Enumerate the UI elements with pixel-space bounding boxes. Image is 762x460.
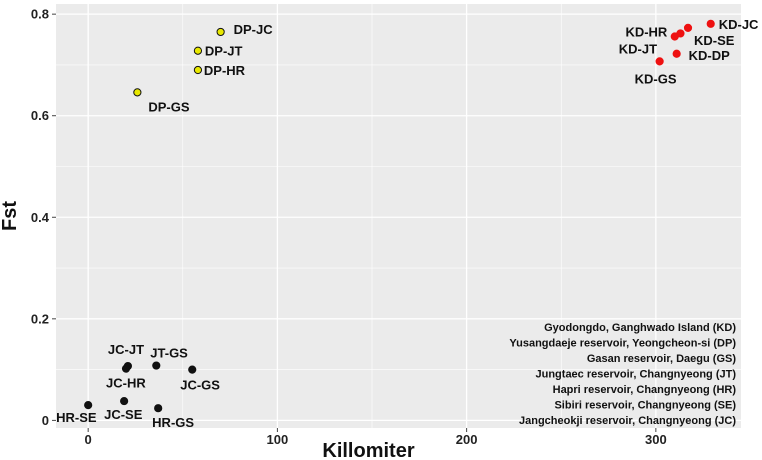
point-dp-jt	[193, 46, 203, 55]
y-tick-label: 0	[42, 413, 49, 428]
x-tick-label: 200	[456, 432, 478, 447]
x-axis-title: Killomiter	[322, 440, 414, 460]
y-tick-label: 0.6	[31, 108, 49, 123]
y-tick-label: 0.4	[31, 210, 50, 225]
label-hr-gs: HR-GS	[152, 415, 194, 430]
label-jc-hr: JC-HR	[106, 376, 146, 391]
label-kd-jc: KD-JC	[719, 17, 759, 32]
legend-line: Gyodongdo, Ganghwado Island (KD)	[544, 322, 736, 334]
point-hr-se	[84, 401, 93, 410]
label-dp-hr: DP-HR	[204, 63, 246, 78]
label-dp-jc: DP-JC	[234, 22, 274, 37]
point-hr-gs	[154, 404, 163, 413]
label-kd-dp: KD-DP	[689, 48, 730, 63]
legend-line: Jungtaec reservoir, Changnyeong (JT)	[536, 369, 737, 381]
legend-line: Yusangdaeje reservoir, Yeongcheon-si (DP…	[509, 338, 736, 350]
x-tick-label: 300	[645, 432, 667, 447]
site-legend: Gyodongdo, Ganghwado Island (KD) Yusangda…	[509, 322, 736, 427]
y-tick-label: 0.8	[31, 7, 49, 22]
plot-panel	[56, 4, 741, 428]
label-hr-se: HR-SE	[56, 410, 97, 425]
legend-line: Gasan reservoir, Daegu (GS)	[587, 353, 737, 365]
legend-line: Jangcheokji reservoir, Changnyeong (JC)	[519, 415, 736, 427]
point-kd-gs	[655, 57, 664, 66]
y-tick-label: 0.2	[31, 311, 49, 326]
point-jc-gs	[188, 365, 197, 374]
legend-line: Sibiri reservoir, Changnyeong (SE)	[554, 400, 736, 412]
label-jc-jt: JC-JT	[108, 342, 144, 357]
point-dp-hr	[193, 65, 203, 75]
legend-line: Hapri reservoir, Changnyeong (HR)	[553, 384, 737, 396]
point-jt-gs	[152, 361, 161, 370]
label-kd-se: KD-SE	[694, 33, 735, 48]
point-kd-se	[683, 23, 693, 32]
label-kd-gs: KD-GS	[635, 71, 677, 86]
point-jc-se	[120, 396, 129, 406]
x-tick-label: 0	[85, 432, 92, 447]
label-jc-gs: JC-GS	[180, 378, 220, 393]
point-labels: JC-JT JC-HR JT-GS JC-GS HR-SE JC-SE HR-GS DP-JC…	[56, 17, 759, 430]
label-dp-jt: DP-JT	[205, 44, 243, 59]
label-kd-hr: KD-HR	[625, 24, 667, 39]
label-kd-jt: KD-JT	[619, 41, 657, 56]
point-kd-dp	[672, 49, 681, 58]
grid-lines	[56, 4, 741, 428]
label-jc-se: JC-SE	[104, 407, 143, 422]
point-dp-jc	[216, 27, 225, 37]
y-axis-title: Fst	[0, 201, 21, 231]
point-kd-jc	[706, 19, 715, 28]
point-dp-gs	[133, 88, 142, 97]
data-points	[84, 19, 715, 413]
y-axis-ticks: 0 0.2 0.4 0.6 0.8	[31, 7, 56, 428]
label-jt-gs: JT-GS	[150, 346, 188, 361]
x-axis-ticks: 0 100 200 300	[85, 428, 667, 447]
point-kd-jt	[670, 32, 679, 41]
x-tick-label: 100	[267, 432, 289, 447]
point-jc-hr	[121, 364, 131, 373]
label-dp-gs: DP-GS	[148, 99, 190, 114]
